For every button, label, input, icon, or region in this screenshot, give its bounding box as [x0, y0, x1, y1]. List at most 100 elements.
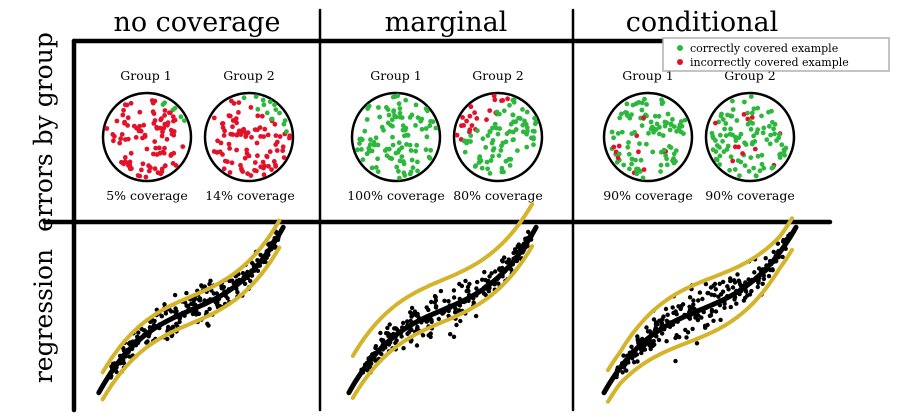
- correct-point: [507, 163, 513, 168]
- correct-point: [635, 166, 641, 172]
- scatter-point: [480, 277, 485, 282]
- scatter-point: [174, 321, 179, 327]
- legend-incorrect-dot: [677, 59, 683, 65]
- scatter-point: [379, 351, 384, 357]
- scatter-point: [401, 346, 406, 351]
- incorrect-point: [236, 100, 242, 105]
- column-title-conditional: conditional: [626, 7, 779, 38]
- incorrect-point: [241, 126, 247, 132]
- correct-point: [723, 121, 729, 126]
- scatter-point: [718, 292, 724, 297]
- scatter-point: [670, 305, 675, 310]
- correct-point: [678, 129, 684, 135]
- correct-point: [373, 135, 379, 141]
- correct-point: [717, 132, 723, 138]
- correct-point: [395, 93, 401, 99]
- incorrect-point: [152, 139, 158, 145]
- correct-point: [769, 165, 775, 171]
- correct-point: [627, 115, 633, 121]
- correct-point: [522, 118, 527, 124]
- incorrect-point: [244, 147, 250, 153]
- correct-point: [759, 152, 765, 158]
- scatter-point: [660, 331, 665, 336]
- scatter-point: [709, 309, 715, 314]
- incorrect-point: [218, 140, 224, 146]
- correct-point: [619, 111, 624, 117]
- scatter-point: [373, 345, 378, 351]
- scatter-point: [159, 314, 164, 319]
- column-title-no-coverage: no coverage: [113, 7, 280, 38]
- correct-point: [399, 154, 405, 160]
- incorrect-point: [255, 113, 261, 119]
- scatter-point: [458, 318, 463, 324]
- correct-point: [717, 145, 722, 150]
- incorrect-point: [159, 116, 164, 122]
- incorrect-point: [168, 152, 174, 157]
- scatter-point: [656, 337, 662, 343]
- correct-point: [488, 158, 494, 163]
- incorrect-point: [484, 117, 489, 123]
- scatter-point: [684, 335, 689, 340]
- correct-point: [498, 148, 504, 153]
- correct-point: [396, 140, 402, 146]
- correct-point: [665, 111, 671, 117]
- scatter-point: [194, 312, 199, 317]
- correct-point: [648, 119, 654, 125]
- incorrect-point: [160, 129, 165, 135]
- correct-point: [751, 133, 756, 139]
- correct-point: [479, 165, 485, 171]
- scatter-point: [665, 312, 670, 317]
- correct-point: [734, 118, 740, 123]
- correct-point: [494, 109, 500, 115]
- correct-point: [492, 121, 498, 127]
- scatter-point: [166, 324, 171, 330]
- lower-band: [350, 244, 535, 400]
- scatter-point: [655, 321, 660, 327]
- correct-point: [396, 168, 401, 174]
- group-label-conditional-1: Group 1: [622, 68, 673, 83]
- incorrect-point: [220, 121, 226, 126]
- scatter-point: [650, 341, 655, 346]
- incorrect-point: [133, 135, 139, 140]
- scatter-point: [457, 281, 462, 287]
- scatter-point: [690, 326, 695, 332]
- scatter-point: [127, 354, 132, 359]
- correct-point: [742, 99, 747, 105]
- correct-point: [755, 105, 761, 111]
- scatter-point: [717, 281, 722, 286]
- correct-point: [377, 114, 383, 120]
- correct-point: [639, 107, 645, 113]
- scatter-point: [493, 269, 498, 274]
- scatter-point: [680, 302, 686, 307]
- correct-point: [506, 157, 512, 162]
- scatter-point: [496, 281, 501, 286]
- correct-point: [720, 117, 726, 122]
- incorrect-point: [120, 112, 126, 118]
- scatter-point: [673, 309, 678, 314]
- scatter-point: [516, 242, 521, 247]
- correct-point: [733, 138, 739, 144]
- correct-point: [490, 125, 495, 131]
- scatter-point: [451, 288, 457, 293]
- incorrect-point: [228, 131, 234, 137]
- correct-point: [368, 137, 373, 143]
- correct-point: [730, 132, 735, 138]
- scatter-point: [424, 319, 429, 324]
- incorrect-point: [641, 115, 646, 121]
- row-title-regression: regression: [29, 249, 58, 383]
- legend-correct-dot: [677, 45, 683, 51]
- scatter-point: [722, 305, 727, 310]
- correct-point: [359, 147, 364, 152]
- correct-point: [364, 117, 370, 122]
- correct-point: [748, 94, 754, 99]
- correct-point: [667, 127, 673, 133]
- lower-band: [100, 245, 282, 402]
- correct-point: [362, 128, 368, 134]
- scatter-point: [451, 295, 457, 300]
- scatter-point: [660, 316, 665, 322]
- incorrect-point: [752, 146, 758, 152]
- correct-point: [721, 149, 727, 155]
- correct-point: [624, 101, 630, 107]
- correct-point: [426, 154, 432, 160]
- incorrect-point: [170, 114, 176, 120]
